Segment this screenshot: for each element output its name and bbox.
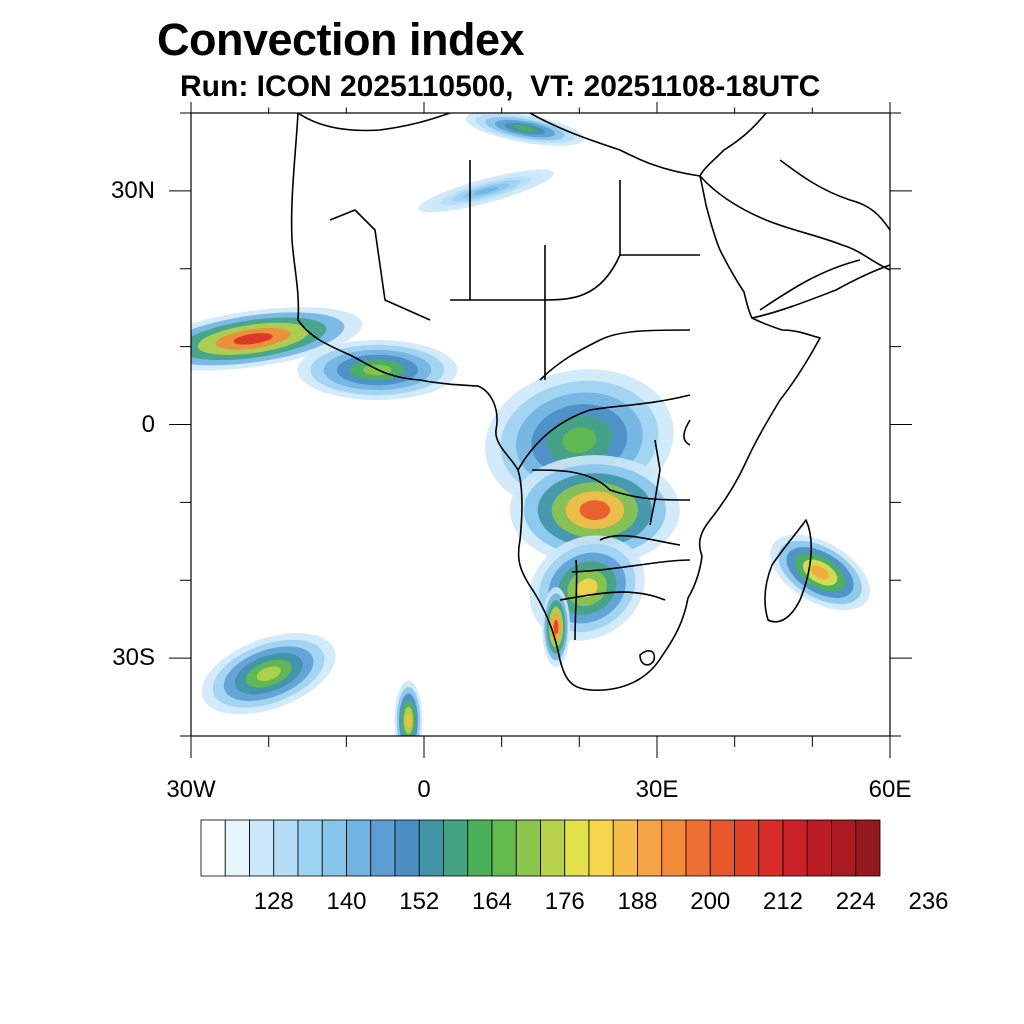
colorbar-swatch — [297, 819, 323, 877]
colorbar-swatch — [588, 819, 614, 877]
field-region — [542, 586, 571, 667]
colorbar-swatch — [273, 819, 299, 877]
convection-field — [191, 113, 871, 736]
lat-tick-label: 0 — [141, 410, 155, 438]
field-region — [394, 680, 423, 736]
colorbar-swatch — [418, 819, 444, 877]
colorbar-tick-label: 200 — [690, 888, 731, 915]
lat-tick-label: 30N — [110, 176, 155, 204]
colorbar-tick-label: 224 — [835, 888, 876, 915]
colorbar-tick-label: 164 — [471, 888, 513, 915]
colorbar-tick-label: 128 — [253, 888, 294, 915]
colorbar-swatch — [661, 819, 687, 877]
colorbar-swatch — [564, 819, 590, 877]
colorbar-swatch — [709, 819, 735, 877]
lon-tick-label: 30W — [166, 776, 216, 803]
field-contour — [233, 333, 273, 345]
colorbar-swatch — [346, 819, 372, 877]
colorbar-tick-label: 236 — [908, 888, 949, 915]
colorbar-tick-label: 188 — [617, 888, 658, 915]
field-contour — [553, 619, 559, 635]
field-region — [201, 633, 336, 715]
colorbar-swatch — [467, 819, 493, 877]
colorbar-tick-label: 176 — [544, 888, 585, 915]
field-contour — [514, 125, 536, 132]
field-contour — [405, 713, 411, 728]
field-contour — [579, 500, 611, 521]
run-subtitle: Run: ICON 2025110500, VT: 20251108-18UTC — [180, 70, 821, 103]
colorbar-swatch — [224, 819, 250, 877]
colorbar-swatch — [370, 819, 396, 877]
axis-ticks — [169, 102, 912, 758]
lon-tick-label: 0 — [417, 776, 431, 803]
colorbar — [200, 819, 881, 877]
colorbar-swatch — [782, 819, 808, 877]
colorbar-swatch — [540, 819, 566, 877]
colorbar-swatch — [200, 819, 226, 877]
field-contour — [576, 578, 598, 598]
colorbar-swatch — [491, 819, 517, 877]
colorbar-tick-label: 212 — [762, 888, 804, 915]
colorbar-swatch — [515, 819, 541, 877]
field-region — [191, 307, 363, 371]
page-title: Convection index — [157, 14, 525, 65]
coastlines-borders — [290, 113, 890, 692]
lon-tick-label: 60E — [868, 776, 912, 803]
colorbar-swatch — [806, 819, 832, 877]
colorbar-swatch — [443, 819, 469, 877]
colorbar-swatch — [394, 819, 420, 877]
colorbar-tick-label: 140 — [326, 888, 367, 915]
field-region — [770, 534, 871, 611]
field-region — [465, 113, 585, 146]
colorbar-swatch — [612, 819, 638, 877]
field-contour — [256, 666, 281, 682]
field-region — [418, 169, 554, 213]
colorbar-swatch — [758, 819, 784, 877]
colorbar-swatch — [637, 819, 663, 877]
colorbar-swatch — [249, 819, 275, 877]
colorbar-swatch — [855, 819, 881, 877]
field-contour — [811, 565, 830, 580]
colorbar-swatch — [831, 819, 857, 877]
field-contour — [562, 427, 597, 453]
colorbar-swatch — [734, 819, 760, 877]
colorbar-tick-label: 152 — [399, 888, 440, 915]
colorbar-swatch — [685, 819, 711, 877]
lat-tick-label: 30S — [112, 644, 155, 672]
field-contour — [473, 187, 499, 195]
colorbar-swatch — [321, 819, 347, 877]
lon-tick-label: 30E — [635, 776, 679, 803]
